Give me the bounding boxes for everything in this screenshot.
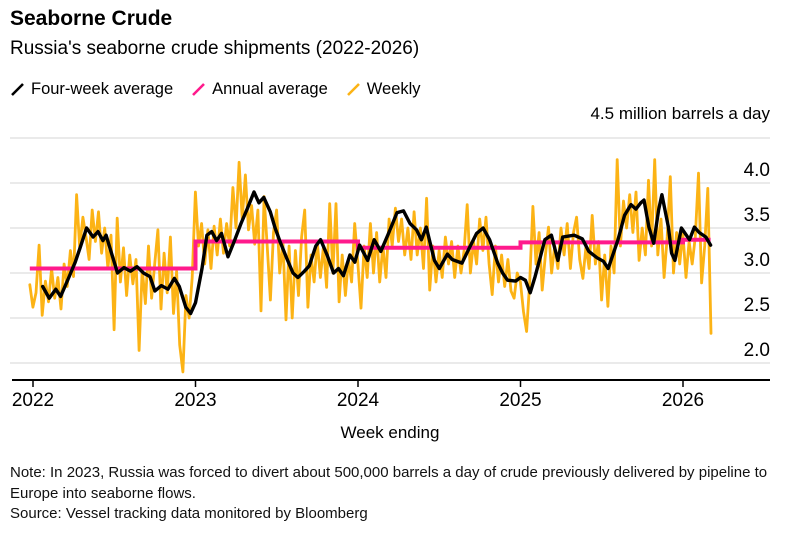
y-tick-label: 3.0 bbox=[744, 250, 770, 271]
line-swatch-icon bbox=[192, 83, 206, 96]
x-tick-label: 2026 bbox=[662, 390, 704, 411]
y-tick-label: 3.5 bbox=[744, 205, 770, 226]
footnote: Note: In 2023, Russia was forced to dive… bbox=[10, 464, 768, 502]
legend-label: Annual average bbox=[212, 80, 328, 98]
annual-average-line bbox=[29, 237, 711, 271]
legend-item-four-week-average: Four-week average bbox=[10, 80, 173, 99]
x-tick-label: 2025 bbox=[499, 390, 541, 411]
chart-title: Seaborne Crude bbox=[10, 7, 173, 30]
y-axis-unit-label: 4.5 million barrels a day bbox=[590, 104, 770, 123]
line-swatch-icon bbox=[346, 83, 360, 96]
line-swatch-icon bbox=[11, 83, 24, 96]
legend-label: Weekly bbox=[366, 80, 421, 98]
x-tick-label: 2022 bbox=[12, 390, 54, 411]
chart-subtitle: Russia's seaborne crude shipments (2022-… bbox=[10, 38, 420, 59]
y-tick-label: 4.0 bbox=[744, 160, 770, 181]
four-week-average-line bbox=[41, 190, 713, 316]
legend: Four-week average Annual average Weekly bbox=[10, 80, 421, 99]
x-tick-label: 2023 bbox=[174, 390, 216, 411]
legend-item-annual-average: Annual average bbox=[191, 80, 328, 99]
y-tick-label: 2.0 bbox=[744, 340, 770, 361]
legend-item-weekly: Weekly bbox=[346, 80, 421, 99]
x-axis-title: Week ending bbox=[340, 423, 440, 442]
x-tick-label: 2024 bbox=[337, 390, 380, 411]
source-line: Source: Vessel tracking data monitored b… bbox=[10, 505, 368, 522]
weekly-line bbox=[28, 158, 713, 374]
legend-label: Four-week average bbox=[31, 80, 174, 98]
y-tick-label: 2.5 bbox=[744, 295, 770, 316]
